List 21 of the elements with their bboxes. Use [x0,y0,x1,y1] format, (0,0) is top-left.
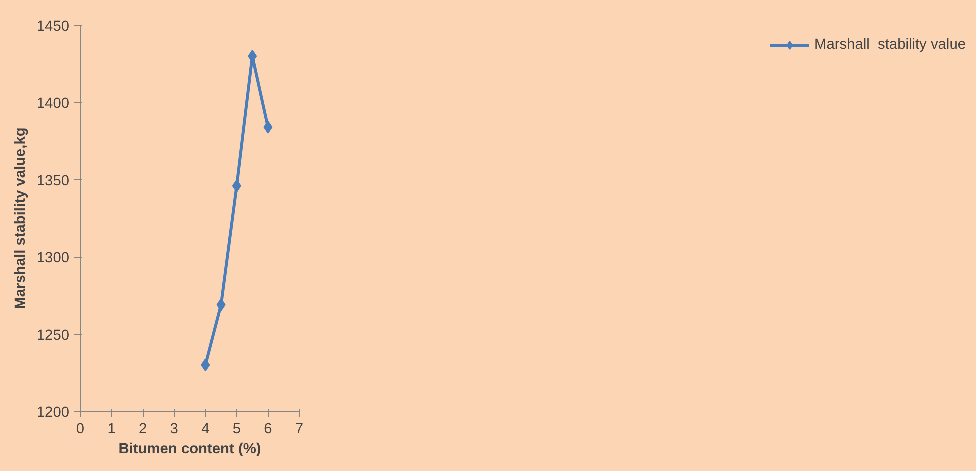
x-tick-label: 6 [264,422,272,438]
x-tick-label: 4 [202,422,210,438]
x-tick-label: 7 [295,422,304,438]
y-tick-label: 1200 [36,405,70,421]
y-tick-label: 1400 [36,96,70,112]
x-tick-label: 3 [170,422,178,438]
y-tick-label: 1350 [36,173,70,190]
y-axis-title: Marshall stability value,kg [12,128,29,310]
y-tick-label: 1250 [36,328,70,344]
x-tick-label: 5 [232,422,242,438]
y-tick-label: 1450 [36,19,70,35]
point [264,120,273,134]
point [232,180,242,193]
x-tick-label: 2 [138,422,148,438]
point [216,298,226,312]
point [201,358,210,372]
legend-label: Marshall stability value [814,37,966,53]
x-tick-label: 1 [108,422,116,438]
x-axis-title: Bitumen content (%) [118,442,262,458]
y-tick-label: 1300 [36,250,70,267]
x-tick-label: 0 [76,422,85,438]
